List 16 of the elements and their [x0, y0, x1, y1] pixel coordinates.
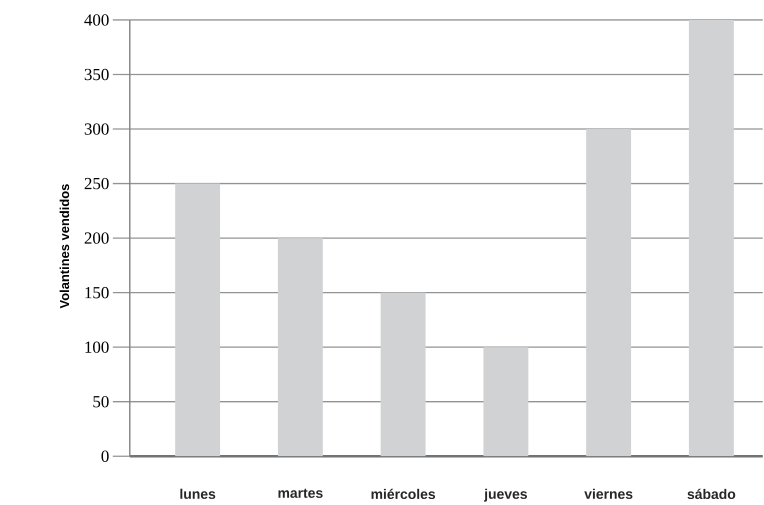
- y-axis-title: Volantines vendidos: [60, 184, 70, 308]
- y-tick-label: 0: [101, 450, 109, 462]
- y-tick-label: 400: [84, 14, 109, 26]
- y-tick-label: 350: [84, 68, 109, 80]
- x-tick-label: viernes: [584, 488, 632, 499]
- y-tick-label: 250: [84, 178, 109, 190]
- x-tick-label: miércoles: [372, 488, 436, 500]
- x-tick-label: sábado: [687, 488, 736, 500]
- y-tick-label: 50: [93, 396, 109, 408]
- y-tick-label: 150: [85, 286, 109, 298]
- y-tick-label: 300: [84, 123, 109, 135]
- y-tick-label: 200: [84, 232, 109, 244]
- y-tick-label: 100: [85, 341, 109, 353]
- x-tick-label: lunes: [180, 488, 216, 499]
- x-tick-label: martes: [278, 488, 323, 498]
- x-tick-label: jueves: [484, 488, 527, 502]
